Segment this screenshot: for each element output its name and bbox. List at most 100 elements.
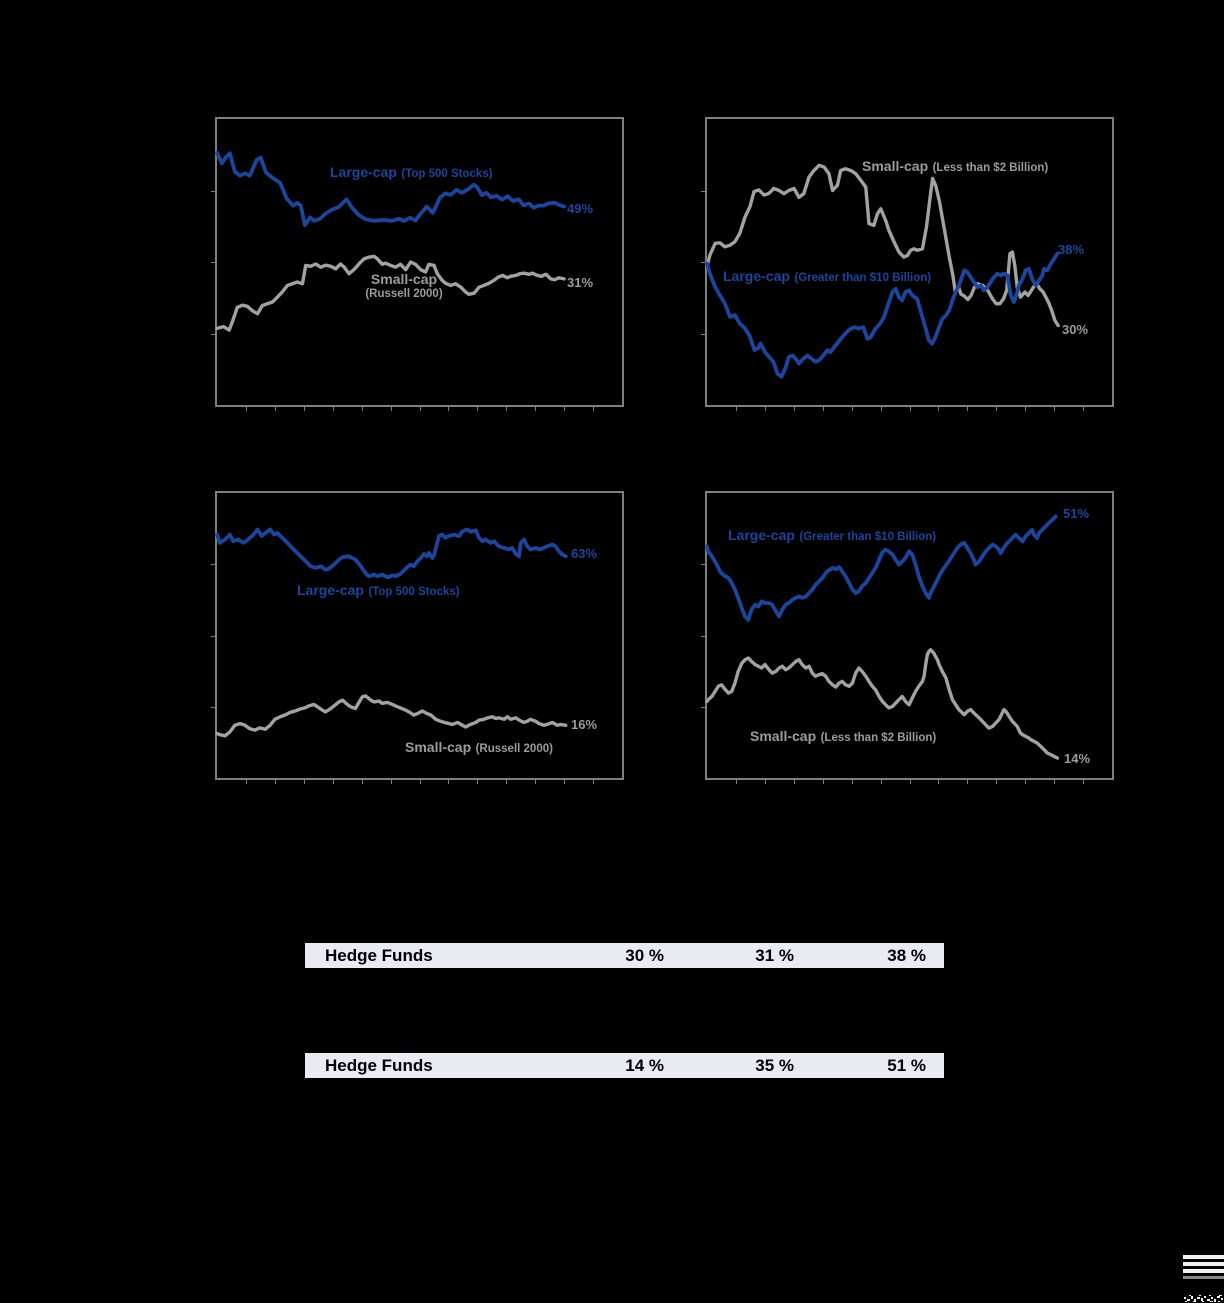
y-axis-tick bbox=[211, 564, 215, 566]
x-axis-tick bbox=[880, 780, 882, 784]
x-axis-tick bbox=[793, 780, 795, 784]
x-axis-tick bbox=[303, 407, 305, 411]
small-cap-series-label: Small-cap (Russell 2000) bbox=[405, 738, 553, 757]
large-cap-end-value: 51% bbox=[1063, 506, 1090, 521]
x-axis-tick bbox=[390, 780, 392, 784]
x-axis-tick bbox=[1083, 780, 1085, 784]
row-value: 38 % bbox=[887, 945, 926, 965]
x-axis-tick bbox=[448, 780, 450, 784]
series-qualifier: (Less than $2 Billion) bbox=[820, 732, 937, 744]
x-axis-tick bbox=[851, 780, 853, 784]
small-cap-end-value: 30% bbox=[1062, 322, 1089, 337]
row-label: Hedge Funds bbox=[325, 945, 433, 965]
large-cap-line bbox=[217, 153, 564, 225]
x-axis-tick bbox=[419, 407, 421, 411]
small-cap-series-label: Small-cap (Russell 2000) bbox=[339, 271, 469, 302]
y-axis-tick bbox=[211, 706, 215, 708]
chart-largecap-vs-smallcap-top-right: Small-cap (Less than $2 Billion) Large-c… bbox=[705, 117, 1114, 411]
series-qualifier: (Greater than $10 Billion) bbox=[794, 272, 932, 284]
series-qualifier: (Top 500 Stocks) bbox=[368, 586, 460, 598]
series-name: Large-cap bbox=[297, 582, 364, 598]
chart-largecap-vs-smallcap-bottom-right: Large-cap (Greater than $10 Billion) Sma… bbox=[705, 491, 1114, 784]
row-value: 51 % bbox=[887, 1055, 926, 1075]
x-axis-tick bbox=[764, 407, 766, 411]
x-axis-tick bbox=[735, 407, 737, 411]
x-axis-tick bbox=[996, 407, 998, 411]
line-plot bbox=[707, 119, 1112, 405]
large-cap-line bbox=[707, 254, 1057, 377]
y-axis-tick bbox=[211, 635, 215, 637]
x-axis-tick bbox=[390, 407, 392, 411]
small-cap-end-value: 31% bbox=[567, 275, 594, 290]
logo-fine-print bbox=[1184, 1295, 1223, 1302]
row-value: 30 % bbox=[625, 945, 664, 965]
x-axis-tick bbox=[938, 780, 940, 784]
table-row-hedge-funds-2: Hedge Funds 14 % 35 % 51 % bbox=[305, 1053, 944, 1078]
x-axis-tick bbox=[274, 407, 276, 411]
x-axis-tick bbox=[793, 407, 795, 411]
large-cap-series-label: Large-cap (Greater than $10 Billion) bbox=[723, 267, 931, 286]
x-axis-tick bbox=[274, 780, 276, 784]
logo-stripe bbox=[1183, 1262, 1224, 1266]
x-axis-tick bbox=[564, 407, 566, 411]
row-value: 31 % bbox=[755, 945, 794, 965]
x-axis-tick bbox=[535, 407, 537, 411]
small-cap-series-label: Small-cap (Less than $2 Billion) bbox=[750, 727, 936, 746]
x-axis-tick bbox=[967, 407, 969, 411]
x-axis-tick bbox=[822, 407, 824, 411]
x-axis-tick bbox=[593, 407, 595, 411]
y-axis-tick bbox=[211, 262, 215, 263]
series-qualifier: (Russell 2000) bbox=[365, 287, 443, 300]
series-qualifier: (Greater than $10 Billion) bbox=[799, 531, 937, 543]
logo-stripe bbox=[1183, 1255, 1224, 1259]
logo-stripe bbox=[1183, 1276, 1224, 1279]
x-axis-tick bbox=[880, 407, 882, 411]
x-axis-tick bbox=[1025, 407, 1027, 411]
y-axis-tick bbox=[211, 333, 215, 335]
x-axis-tick bbox=[506, 780, 508, 784]
x-axis-tick bbox=[245, 407, 247, 411]
x-axis-tick bbox=[535, 780, 537, 784]
large-cap-line bbox=[707, 516, 1056, 619]
line-plot bbox=[707, 493, 1112, 778]
series-qualifier: (Russell 2000) bbox=[475, 743, 553, 755]
y-axis-tick bbox=[701, 706, 705, 708]
small-cap-end-value: 16% bbox=[571, 717, 598, 732]
striped-logo bbox=[1183, 1250, 1224, 1303]
x-axis-tick bbox=[996, 780, 998, 784]
small-cap-line bbox=[217, 696, 566, 736]
series-qualifier: (Top 500 Stocks) bbox=[401, 168, 493, 180]
x-axis-tick bbox=[506, 407, 508, 411]
row-value: 35 % bbox=[755, 1055, 794, 1075]
y-axis-tick bbox=[701, 333, 705, 335]
series-name: Small-cap bbox=[862, 158, 929, 174]
small-cap-line bbox=[217, 256, 564, 330]
x-axis-tick bbox=[909, 780, 911, 784]
large-cap-line bbox=[217, 529, 566, 577]
small-cap-end-value: 14% bbox=[1064, 751, 1091, 766]
series-qualifier: (Less than $2 Billion) bbox=[932, 162, 1049, 174]
x-axis-tick bbox=[245, 780, 247, 784]
x-axis-tick bbox=[1083, 407, 1085, 411]
x-axis-tick bbox=[419, 780, 421, 784]
large-cap-end-value: 38% bbox=[1058, 242, 1085, 257]
x-axis-tick bbox=[361, 407, 363, 411]
series-name: Large-cap bbox=[723, 268, 790, 284]
x-axis-tick bbox=[764, 780, 766, 784]
series-name: Large-cap bbox=[330, 164, 397, 180]
y-axis-tick bbox=[701, 564, 705, 566]
y-axis-tick bbox=[701, 262, 705, 263]
x-axis-tick bbox=[967, 780, 969, 784]
series-name: Large-cap bbox=[728, 527, 795, 543]
large-cap-series-label: Large-cap (Top 500 Stocks) bbox=[330, 163, 493, 182]
small-cap-line bbox=[707, 650, 1057, 758]
large-cap-end-value: 49% bbox=[567, 201, 594, 216]
y-axis-tick bbox=[701, 190, 705, 192]
small-cap-line bbox=[707, 165, 1058, 325]
x-axis-tick bbox=[1054, 407, 1056, 411]
large-cap-series-label: Large-cap (Greater than $10 Billion) bbox=[728, 526, 936, 545]
large-cap-end-value: 63% bbox=[571, 546, 598, 561]
x-axis-tick bbox=[564, 780, 566, 784]
logo-stripe bbox=[1183, 1269, 1224, 1273]
